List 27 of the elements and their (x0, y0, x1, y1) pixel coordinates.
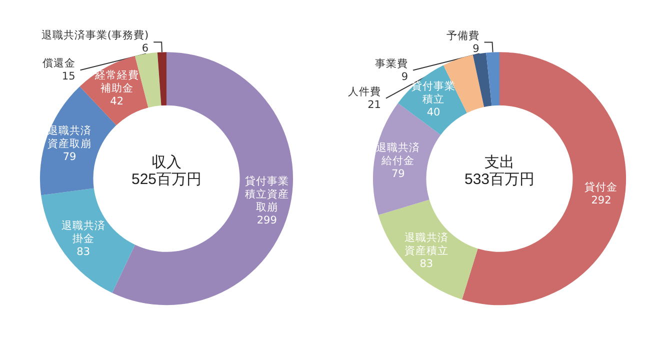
slice-label: 退職共済給付金 (376, 140, 420, 167)
data-label: 40 (426, 106, 440, 119)
data-label: 79 (62, 151, 76, 164)
data-label: 83 (76, 246, 90, 258)
data-label: 83 (420, 258, 434, 270)
data-label: 6 (142, 42, 149, 55)
data-label: 9 (472, 42, 480, 55)
slice-label: 退職共済掛金 (61, 219, 106, 246)
data-label: 299 (256, 214, 277, 227)
slice-label: 退職共済事業(事務費) (41, 28, 149, 42)
data-label: 9 (401, 70, 408, 83)
data-label: 79 (391, 168, 405, 180)
text: 支出 (484, 154, 514, 171)
text: 収入 (152, 154, 182, 171)
data-label: 15 (62, 70, 76, 83)
data-label: 292 (591, 194, 612, 207)
slice-label: 予備費 (446, 28, 480, 42)
data-label: 42 (110, 95, 124, 108)
slice-label: 貸付事業積立資産取崩 (244, 174, 289, 214)
slice-label: 人件費 (348, 84, 381, 98)
slice-label: 償還金 (42, 58, 76, 70)
slice-label: 貸付金 (584, 180, 618, 194)
slice-label: 事業費 (375, 56, 408, 70)
slice-label: 退職共済資産積立 (404, 231, 448, 258)
text: 533百万円 (464, 171, 535, 188)
data-label: 21 (368, 98, 381, 111)
text: 525百万円 (131, 171, 202, 188)
